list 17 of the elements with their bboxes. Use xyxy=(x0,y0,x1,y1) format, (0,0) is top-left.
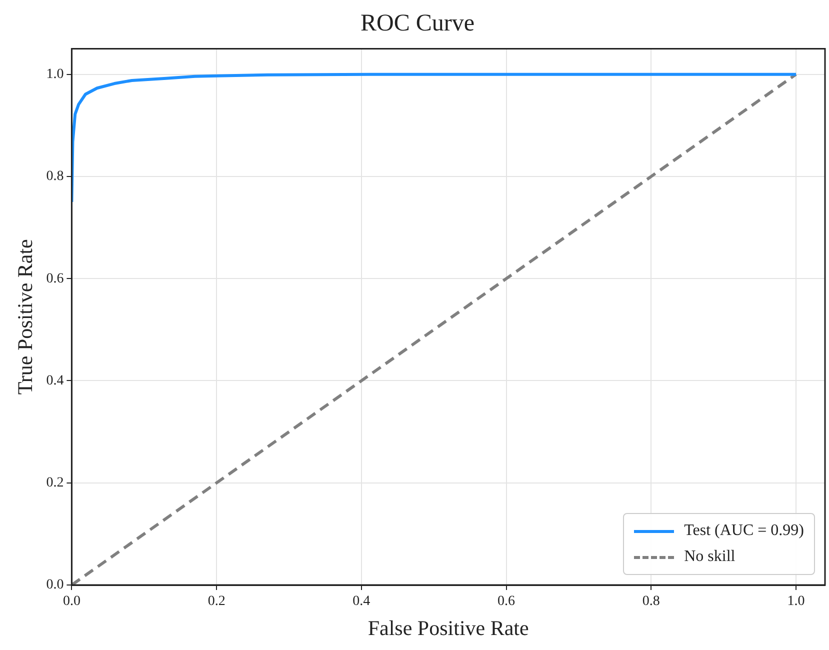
chart-title: ROC Curve xyxy=(360,10,474,37)
x-axis-title: False Positive Rate xyxy=(368,616,529,640)
x-tick-label: 1.0 xyxy=(787,594,805,610)
y-axis-title: True Positive Rate xyxy=(13,239,38,395)
y-tick-label: 0.2 xyxy=(46,476,64,491)
legend-label: Test (AUC = 0.99) xyxy=(684,522,804,540)
x-tick-label: 0.4 xyxy=(352,594,370,610)
y-tick-label: 0.0 xyxy=(46,578,64,593)
x-tick-label: 0.8 xyxy=(642,594,660,610)
y-tick-label: 0.8 xyxy=(46,169,64,184)
legend-label: No skill xyxy=(684,548,736,566)
y-tick-label: 0.4 xyxy=(46,373,64,388)
y-tick-label: 0.6 xyxy=(46,271,64,286)
x-tick-label: 0.0 xyxy=(62,594,80,610)
x-tick-label: 0.2 xyxy=(208,594,226,610)
y-tick-label: 1.0 xyxy=(46,67,64,82)
x-tick-label: 0.6 xyxy=(498,594,516,610)
